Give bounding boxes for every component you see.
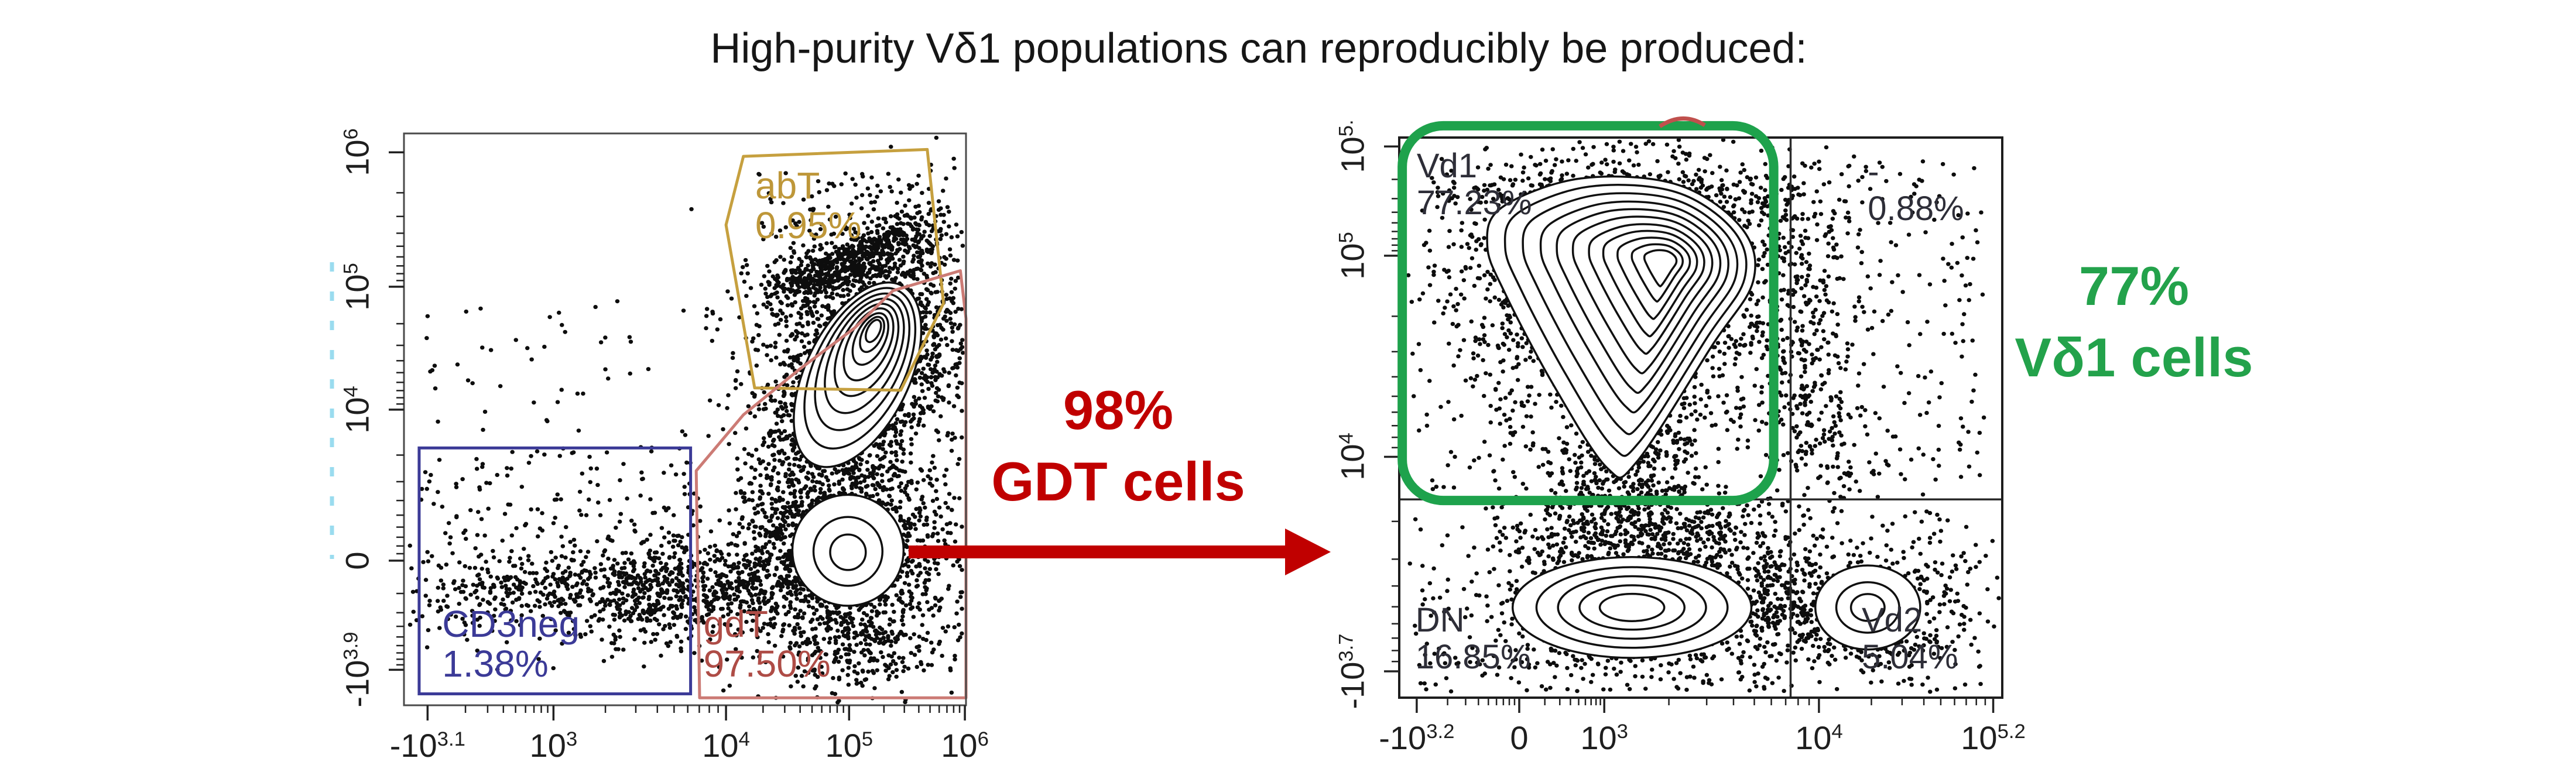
gdt-arrow-head (1285, 529, 1331, 575)
vd1-highlight-box (1397, 121, 1779, 506)
cropped-red-arc-artifact (1659, 116, 1706, 128)
